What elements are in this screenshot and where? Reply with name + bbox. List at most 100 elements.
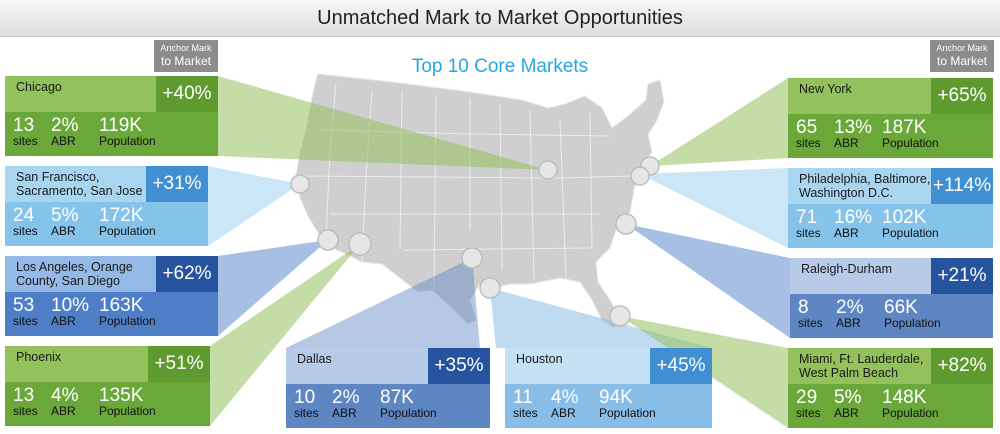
stat-abr: 13% ABR [834,118,872,150]
miami-marker [609,305,631,327]
stat-sites: 24 sites [13,206,38,238]
anchor-mark-value: +35% [428,348,490,384]
market-name: San Francisco, Sacramento, San Jose [16,170,143,198]
stat-population: 172K Population [99,206,156,238]
market-card-dallas: Dallas +35% 10 sites 2% ABR 87K Population [286,348,490,428]
stat-sites: 11 sites [513,388,538,420]
anchor-mark-tag-right: Anchor Mark to Market [930,40,994,72]
stat-sites-value: 24 [13,205,35,226]
stat-sites: 71 sites [796,208,821,240]
stat-sites-value: 71 [796,207,818,228]
market-card-header: Chicago +40% [5,76,218,112]
state-borders [301,83,633,291]
market-card-header: Houston +45% [505,348,712,384]
market-name: Philadelphia, Baltimore, Washington D.C. [799,172,931,200]
stat-population-value: 66K [884,297,918,318]
chicago-marker [538,160,558,180]
stat-population-label: Population [882,226,939,240]
stat-abr: 5% ABR [51,206,78,238]
market-card-stats: 53 sites 10% ABR 163K Population [5,292,218,336]
stat-abr: 4% ABR [551,388,578,420]
stat-sites-label: sites [13,134,38,148]
stat-abr-value: 2% [836,297,864,318]
stat-sites-label: sites [796,136,821,150]
stat-population-value: 148K [882,387,927,408]
stat-abr: 2% ABR [332,388,359,420]
page-title: Unmatched Mark to Market Opportunities [0,0,1000,37]
stat-population-value: 87K [380,387,414,408]
market-card-stats: 11 sites 4% ABR 94K Population [505,384,712,428]
market-name: Chicago [16,80,62,94]
market-name: Houston [516,352,563,366]
stat-population-value: 119K [99,115,142,136]
market-card-header: Philadelphia, Baltimore, Washington D.C.… [788,168,993,204]
stat-sites: 8 sites [798,298,823,330]
stat-abr-label: ABR [332,406,357,420]
stat-abr-value: 4% [551,387,579,408]
stat-sites: 10 sites [294,388,319,420]
stat-population-value: 172K [99,205,144,226]
philadelphia-marker [630,166,650,186]
sf-marker [290,174,310,194]
stat-sites-value: 65 [796,117,818,138]
stat-sites-label: sites [294,406,319,420]
stat-population-value: 94K [599,387,633,408]
stat-population: 102K Population [882,208,939,240]
raleigh-marker [615,213,637,235]
market-card-header: Phoenix +51% [5,346,210,382]
stat-population-label: Population [882,406,939,420]
anchor-mark-value: +62% [156,256,218,292]
map-subtitle: Top 10 Core Markets [411,56,589,77]
stat-sites-value: 11 [513,387,533,408]
anchor-mark-value: +21% [931,258,993,294]
anchor-tag-line2: to Market [160,54,211,68]
stat-sites-value: 10 [294,387,316,408]
market-card-header: Dallas +35% [286,348,490,384]
market-card-header: New York +65% [788,78,993,114]
stat-abr-value: 4% [51,385,79,406]
market-name: Raleigh-Durham [801,262,893,276]
stat-population-label: Population [884,316,941,330]
stat-population-value: 163K [99,295,144,316]
market-card-la: Los Angeles, Orange County, San Diego +62… [5,256,218,336]
market-name: New York [799,82,852,96]
anchor-tag-line2: to Market [936,54,987,68]
stat-abr: 16% ABR [834,208,872,240]
la-marker [317,229,339,251]
stat-abr-label: ABR [51,134,76,148]
stat-population-label: Population [99,224,156,238]
stat-population: 66K Population [884,298,941,330]
stat-sites-label: sites [796,226,821,240]
stat-abr-label: ABR [51,404,76,418]
stat-sites-label: sites [513,406,538,420]
market-card-raleigh: Raleigh-Durham +21% 8 sites 2% ABR 66K Populati… [790,258,993,338]
anchor-mark-value: +51% [148,346,210,382]
anchor-mark-value: +40% [156,76,218,112]
stat-population-label: Population [99,404,156,418]
stat-abr-value: 5% [834,387,862,408]
stat-sites-label: sites [13,224,38,238]
stat-abr-label: ABR [834,136,859,150]
stat-sites: 13 sites [13,386,38,418]
stat-sites-label: sites [13,314,38,328]
market-card-stats: 24 sites 5% ABR 172K Population [5,202,208,246]
stat-abr-label: ABR [551,406,576,420]
phoenix-marker [348,232,372,256]
stat-population-label: Population [99,314,156,328]
market-name: Miami, Ft. Lauderdale, West Palm Beach [799,352,924,380]
market-card-header: Los Angeles, Orange County, San Diego +62… [5,256,218,292]
stat-abr-label: ABR [51,314,76,328]
market-name: Los Angeles, Orange County, San Diego [16,260,133,288]
stat-sites: 13 sites [13,116,38,148]
anchor-mark-tag-left: Anchor Mark to Market [154,40,218,72]
stat-population: 94K Population [599,388,656,420]
stat-population-label: Population [599,406,656,420]
market-card-stats: 29 sites 5% ABR 148K Population [788,384,993,428]
market-markers [290,156,660,327]
stat-population: 187K Population [882,118,939,150]
stat-population: 163K Population [99,296,156,328]
stat-abr: 10% ABR [51,296,89,328]
stat-abr-value: 10% [51,295,90,316]
stat-population: 87K Population [380,388,437,420]
stat-population: 148K Population [882,388,939,420]
